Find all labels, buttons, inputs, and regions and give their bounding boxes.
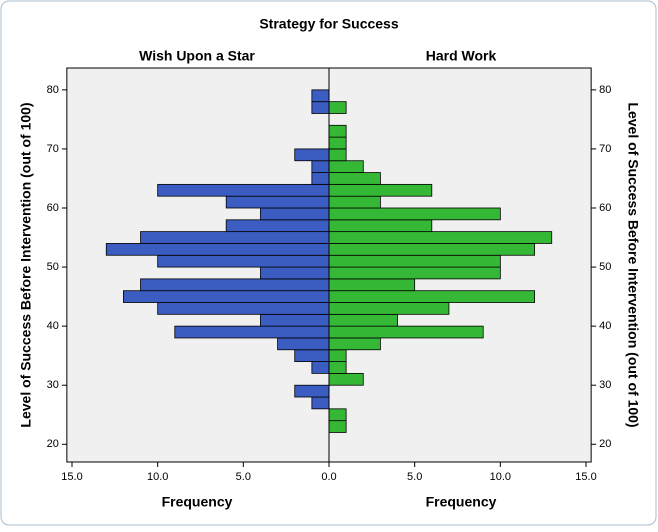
y-tick-label: 30 (47, 379, 59, 391)
y-tick-label: 50 (47, 261, 59, 273)
bar (328, 313, 398, 327)
x-tick-label: 10.0 (147, 471, 168, 483)
y-tick-label: 30 (599, 379, 611, 391)
bar (328, 325, 484, 339)
bar (311, 172, 330, 185)
y-tick-label: 70 (599, 143, 611, 155)
y-tick-label: 40 (599, 320, 611, 332)
y-tick-label: 20 (599, 438, 611, 450)
bar (294, 148, 330, 162)
bar (328, 278, 416, 292)
bar (328, 361, 347, 374)
bar (311, 160, 330, 173)
bar (260, 266, 330, 280)
x-tick-label: 5.0 (236, 471, 251, 483)
bar (123, 290, 330, 303)
y-tick-label: 70 (47, 143, 59, 155)
x-axis-label: Frequency (426, 494, 497, 510)
bar (328, 136, 347, 150)
bar (328, 124, 347, 138)
bar (140, 278, 330, 292)
bar (328, 207, 501, 221)
panel-title: Wish Upon a Star (139, 48, 255, 64)
bar (225, 195, 330, 209)
x-tick-label: 0.0 (321, 471, 336, 483)
bar (328, 254, 501, 268)
bar (105, 243, 330, 256)
bar (225, 219, 330, 233)
bar (260, 313, 330, 327)
bar (294, 384, 330, 398)
bar (311, 361, 330, 374)
bar (328, 160, 364, 173)
bar (157, 254, 330, 268)
y-tick-label: 60 (599, 202, 611, 214)
x-tick-label: 5.0 (407, 471, 422, 483)
bar (328, 372, 364, 386)
y-tick-label: 80 (47, 84, 59, 96)
y-tick-label: 60 (47, 202, 59, 214)
bar (328, 302, 450, 315)
bar (328, 195, 381, 209)
bar (311, 89, 330, 103)
bar (328, 231, 553, 244)
bar (311, 396, 330, 410)
y-axis-label: Level of Success Before Intervention (ou… (18, 102, 34, 427)
bar (328, 290, 536, 303)
bar (328, 172, 381, 185)
bar (328, 183, 433, 197)
bar (328, 101, 347, 114)
bar (328, 266, 501, 280)
bar (140, 231, 330, 244)
bar (328, 420, 347, 433)
bar (328, 349, 347, 362)
y-tick-label: 40 (47, 320, 59, 332)
bar (328, 243, 536, 256)
bar (328, 219, 433, 233)
bar (311, 101, 330, 114)
x-axis-label: Frequency (162, 494, 233, 510)
bar (260, 207, 330, 221)
y-axis-label: Level of Success Before Intervention (ou… (625, 102, 641, 427)
x-tick-label: 15.0 (61, 471, 82, 483)
bar (277, 337, 330, 351)
bar (328, 337, 381, 351)
x-tick-label: 15.0 (575, 471, 596, 483)
bar (294, 349, 330, 362)
panel-title: Hard Work (426, 48, 497, 64)
bar (328, 148, 347, 162)
y-tick-label: 80 (599, 84, 611, 96)
y-tick-label: 20 (47, 438, 59, 450)
chart-title: Strategy for Success (259, 16, 398, 32)
x-tick-label: 10.0 (490, 471, 511, 483)
bar (174, 325, 330, 339)
bar (328, 408, 347, 422)
bar (157, 302, 330, 315)
y-tick-label: 50 (599, 261, 611, 273)
bar (157, 183, 330, 197)
